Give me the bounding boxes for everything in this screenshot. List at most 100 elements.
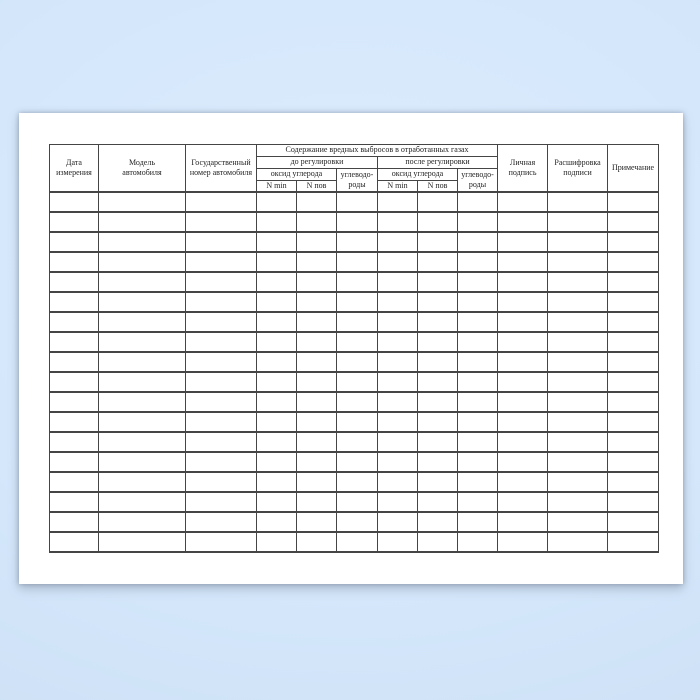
empty-cell: [256, 231, 297, 253]
empty-cell: [377, 211, 418, 233]
empty-cell: [456, 391, 499, 413]
empty-cell: [607, 191, 660, 213]
empty-cell: [547, 331, 609, 353]
empty-cell: [377, 490, 418, 513]
table-row: [49, 450, 660, 473]
empty-cell: [49, 371, 99, 393]
empty-cell: [336, 251, 378, 273]
empty-cell: [607, 431, 660, 453]
empty-cell: [185, 331, 257, 353]
header-personal-signature: Личная подпись: [497, 144, 549, 193]
empty-cell: [497, 211, 549, 233]
empty-cell: [256, 391, 297, 413]
empty-cell: [607, 271, 660, 293]
header-state-plate-number: Государственный номер автомобиля: [185, 144, 257, 193]
empty-cell: [296, 450, 337, 473]
empty-cell: [417, 231, 458, 253]
empty-cell: [185, 411, 257, 433]
empty-cell: [417, 450, 458, 473]
empty-cell: [607, 510, 660, 533]
empty-cell: [336, 470, 378, 493]
table-row: [49, 231, 660, 253]
empty-cell: [547, 450, 609, 473]
empty-cell: [456, 431, 499, 453]
empty-cell: [49, 510, 99, 533]
empty-cell: [607, 331, 660, 353]
empty-cell: [49, 490, 99, 513]
empty-cell: [377, 530, 418, 554]
empty-cell: [417, 331, 458, 353]
empty-cell: [547, 311, 609, 333]
empty-cell: [185, 351, 257, 373]
empty-cell: [456, 450, 499, 473]
header-carbon-oxide-after: оксид углерода: [377, 168, 458, 181]
table-header: Дата измерения Модель автомобиля Государ…: [49, 144, 660, 193]
empty-cell: [296, 191, 337, 213]
empty-cell: [547, 191, 609, 213]
empty-cell: [377, 351, 418, 373]
empty-cell: [185, 211, 257, 233]
empty-cell: [456, 211, 499, 233]
empty-cell: [417, 271, 458, 293]
empty-cell: [417, 291, 458, 313]
empty-cell: [547, 391, 609, 413]
empty-cell: [256, 271, 297, 293]
empty-cell: [49, 251, 99, 273]
empty-cell: [296, 431, 337, 453]
empty-cell: [497, 331, 549, 353]
table-row: [49, 470, 660, 493]
empty-cell: [185, 311, 257, 333]
empty-cell: [49, 331, 99, 353]
empty-cell: [607, 351, 660, 373]
empty-cell: [98, 331, 186, 353]
empty-cell: [336, 371, 378, 393]
empty-cell: [296, 391, 337, 413]
empty-cell: [256, 470, 297, 493]
empty-cell: [185, 510, 257, 533]
empty-cell: [456, 530, 499, 554]
empty-cell: [417, 251, 458, 273]
header-n-pov-after: N пов: [417, 180, 458, 193]
empty-cell: [456, 411, 499, 433]
empty-cell: [456, 191, 499, 213]
empty-cell: [49, 231, 99, 253]
empty-cell: [607, 530, 660, 554]
empty-cell: [49, 351, 99, 373]
empty-cell: [497, 371, 549, 393]
empty-cell: [49, 411, 99, 433]
empty-cell: [256, 211, 297, 233]
empty-cell: [377, 191, 418, 213]
header-hydrocarbons-before: углеводо- роды: [336, 168, 378, 193]
empty-cell: [497, 490, 549, 513]
empty-cell: [296, 490, 337, 513]
empty-cell: [607, 450, 660, 473]
empty-cell: [456, 291, 499, 313]
empty-cell: [607, 251, 660, 273]
empty-cell: [98, 231, 186, 253]
empty-cell: [377, 311, 418, 333]
empty-cell: [256, 331, 297, 353]
empty-cell: [497, 411, 549, 433]
empty-cell: [497, 431, 549, 453]
empty-cell: [497, 530, 549, 554]
empty-cell: [336, 530, 378, 554]
empty-cell: [185, 251, 257, 273]
empty-cell: [256, 351, 297, 373]
empty-cell: [98, 450, 186, 473]
empty-cell: [185, 191, 257, 213]
empty-cell: [98, 530, 186, 554]
empty-cell: [296, 271, 337, 293]
empty-cell: [256, 450, 297, 473]
empty-cell: [49, 291, 99, 313]
empty-cell: [377, 371, 418, 393]
empty-cell: [607, 391, 660, 413]
empty-cell: [49, 191, 99, 213]
form-table-body: [49, 191, 660, 554]
empty-cell: [336, 411, 378, 433]
empty-cell: [377, 291, 418, 313]
empty-cell: [497, 470, 549, 493]
table-row: [49, 351, 660, 373]
empty-cell: [417, 351, 458, 373]
empty-cell: [497, 271, 549, 293]
empty-cell: [607, 211, 660, 233]
